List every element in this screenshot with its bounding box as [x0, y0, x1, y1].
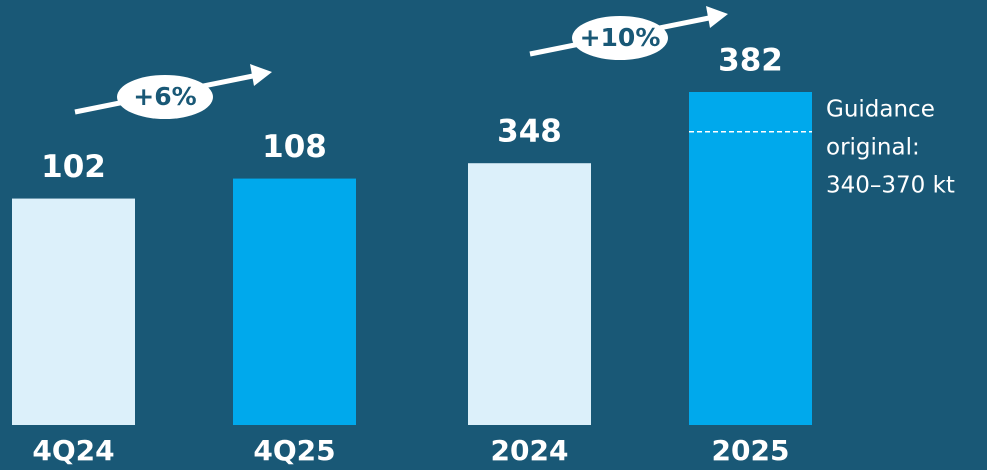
value-label: 348 [497, 114, 562, 150]
value-label: 108 [262, 129, 327, 165]
value-label: 102 [41, 149, 106, 185]
growth-label: +10% [580, 23, 661, 52]
x-tick-label: 4Q25 [253, 434, 335, 467]
annotation: original: [826, 135, 920, 161]
bar [12, 198, 135, 425]
growth-badge [572, 16, 668, 60]
arrow-head [250, 64, 272, 86]
bar [689, 92, 812, 425]
bar [468, 163, 591, 425]
bar [233, 178, 356, 425]
arrow-head [706, 6, 728, 28]
annotation: 340–370 kt [826, 173, 955, 199]
x-tick-label: 2025 [712, 434, 790, 467]
x-tick-label: 2024 [491, 434, 569, 467]
growth-label: +6% [133, 82, 196, 111]
x-tick-label: 4Q24 [32, 434, 114, 467]
annotation: Guidance [826, 97, 935, 123]
growth-badge [117, 75, 213, 119]
value-label: 382 [718, 43, 783, 79]
